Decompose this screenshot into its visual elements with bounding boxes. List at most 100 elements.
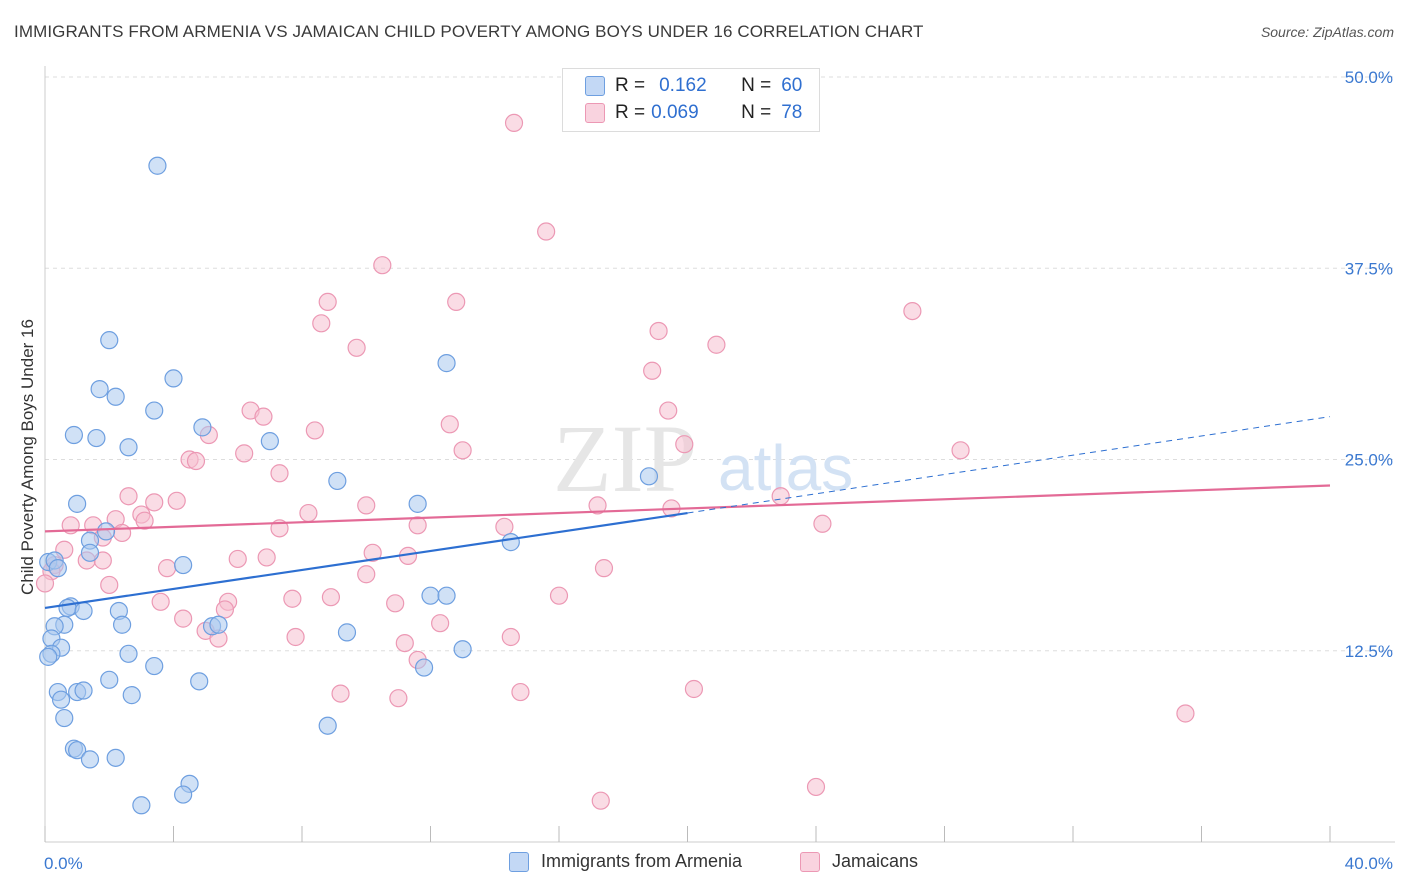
data-point-armenia — [174, 555, 193, 575]
legend-item-jamaicans[interactable]: Jamaicans — [800, 851, 918, 872]
data-point-armenia — [48, 559, 67, 578]
data-point-armenia — [58, 598, 77, 618]
data-point-jamaicans — [591, 791, 610, 810]
data-point-armenia — [209, 615, 228, 634]
source-label: Source: ZipAtlas.com — [1260, 24, 1394, 40]
data-point-jamaicans — [135, 511, 154, 530]
watermark: ZIP atlas — [553, 405, 853, 512]
data-point-jamaicans — [951, 441, 970, 460]
data-point-armenia — [453, 640, 472, 659]
data-point-jamaicans — [453, 441, 472, 460]
legend-r-label: R = — [615, 75, 646, 96]
data-point-armenia — [318, 716, 337, 735]
legend-r-value-armenia: 0.162 — [659, 75, 707, 96]
trend-line-armenia-extension — [687, 416, 1331, 514]
data-point-jamaicans — [270, 464, 289, 483]
data-point-jamaicans — [151, 592, 170, 611]
chart-title: IMMIGRANTS FROM ARMENIA VS JAMAICAN CHIL… — [14, 22, 924, 41]
data-point-jamaicans — [35, 574, 55, 593]
data-point-jamaicans — [331, 684, 350, 703]
data-point-armenia — [437, 354, 456, 373]
data-point-armenia — [639, 467, 659, 486]
legend-label-armenia: Immigrants from Armenia — [541, 851, 743, 871]
data-point-jamaicans — [806, 777, 826, 797]
data-point-jamaicans — [395, 633, 414, 653]
legend-item-armenia[interactable]: Immigrants from Armenia — [509, 851, 742, 872]
data-point-armenia — [148, 156, 167, 175]
x-tick-label-max: 40.0% — [1345, 854, 1393, 873]
data-point-jamaicans — [119, 487, 138, 506]
series-legend: Immigrants from Armenia Jamaicans — [0, 851, 1406, 879]
data-point-armenia — [174, 785, 193, 804]
trend-lines — [44, 416, 1331, 609]
data-point-armenia — [260, 432, 279, 451]
data-point-armenia — [145, 401, 164, 420]
data-point-jamaicans — [389, 689, 408, 708]
armenia-series — [39, 156, 659, 815]
data-point-jamaicans — [649, 321, 668, 341]
data-point-jamaicans — [186, 451, 206, 471]
data-point-armenia — [328, 471, 347, 491]
data-point-armenia — [96, 522, 116, 541]
data-point-jamaicans — [431, 614, 450, 633]
data-point-armenia — [421, 586, 440, 605]
data-point-jamaicans — [813, 514, 832, 533]
data-point-armenia — [164, 369, 183, 388]
legend-row-jamaicans: R = 0.069 N = 78 — [585, 100, 802, 126]
data-point-armenia — [119, 644, 138, 663]
legend-swatch-jamaicans — [800, 851, 820, 872]
data-point-jamaicans — [235, 444, 254, 463]
trend-line-armenia — [44, 511, 688, 609]
legend-swatch-armenia — [509, 851, 529, 872]
data-point-jamaicans — [145, 493, 164, 512]
data-point-jamaicans — [549, 586, 569, 605]
data-point-jamaicans — [167, 491, 186, 510]
data-point-jamaicans — [174, 609, 193, 628]
correlation-legend: R = 0.162 N = 60 R = 0.069 N = 78 — [562, 68, 820, 132]
data-point-armenia — [100, 331, 119, 350]
data-point-armenia — [193, 418, 212, 437]
data-point-armenia — [74, 681, 93, 700]
data-point-armenia — [100, 670, 119, 689]
data-point-armenia — [74, 601, 93, 621]
data-point-jamaicans — [228, 549, 247, 569]
axes — [44, 66, 1395, 843]
data-point-jamaicans — [357, 496, 376, 515]
data-point-jamaicans — [254, 407, 273, 426]
legend-r-value-jamaicans: 0.069 — [651, 102, 699, 123]
data-point-jamaicans — [357, 565, 376, 584]
data-point-jamaicans — [675, 435, 694, 454]
data-point-jamaicans — [100, 575, 119, 595]
data-point-jamaicans — [286, 627, 305, 647]
legend-row-armenia: R = 0.162 N = 60 — [585, 73, 802, 99]
data-point-jamaicans — [283, 589, 302, 608]
y-axis-label: Child Poverty Among Boys Under 16 — [18, 319, 37, 595]
data-point-jamaicans — [594, 559, 614, 578]
data-point-armenia — [80, 750, 100, 769]
data-point-armenia — [80, 543, 100, 562]
data-point-armenia — [122, 686, 141, 705]
legend-n-label: N = — [741, 75, 772, 96]
data-point-jamaicans — [440, 415, 459, 434]
data-point-jamaicans — [771, 487, 790, 506]
data-point-jamaicans — [373, 256, 392, 275]
data-point-jamaicans — [305, 421, 324, 440]
data-point-jamaicans — [157, 559, 177, 578]
x-tick-label-min: 0.0% — [44, 854, 83, 873]
data-point-jamaicans — [511, 682, 530, 702]
data-point-jamaicans — [707, 335, 726, 354]
data-point-jamaicans — [408, 516, 427, 535]
data-point-jamaicans — [215, 600, 234, 619]
data-point-armenia — [106, 387, 125, 406]
data-point-jamaicans — [659, 401, 678, 420]
data-point-jamaicans — [312, 314, 331, 333]
data-point-armenia — [132, 796, 151, 815]
data-point-jamaicans — [299, 503, 318, 523]
legend-swatch-jamaicans — [585, 103, 605, 123]
data-point-jamaicans — [495, 517, 514, 536]
data-point-jamaicans — [643, 361, 662, 380]
data-point-armenia — [68, 494, 87, 513]
data-point-jamaicans — [537, 222, 556, 241]
data-point-armenia — [190, 672, 209, 691]
